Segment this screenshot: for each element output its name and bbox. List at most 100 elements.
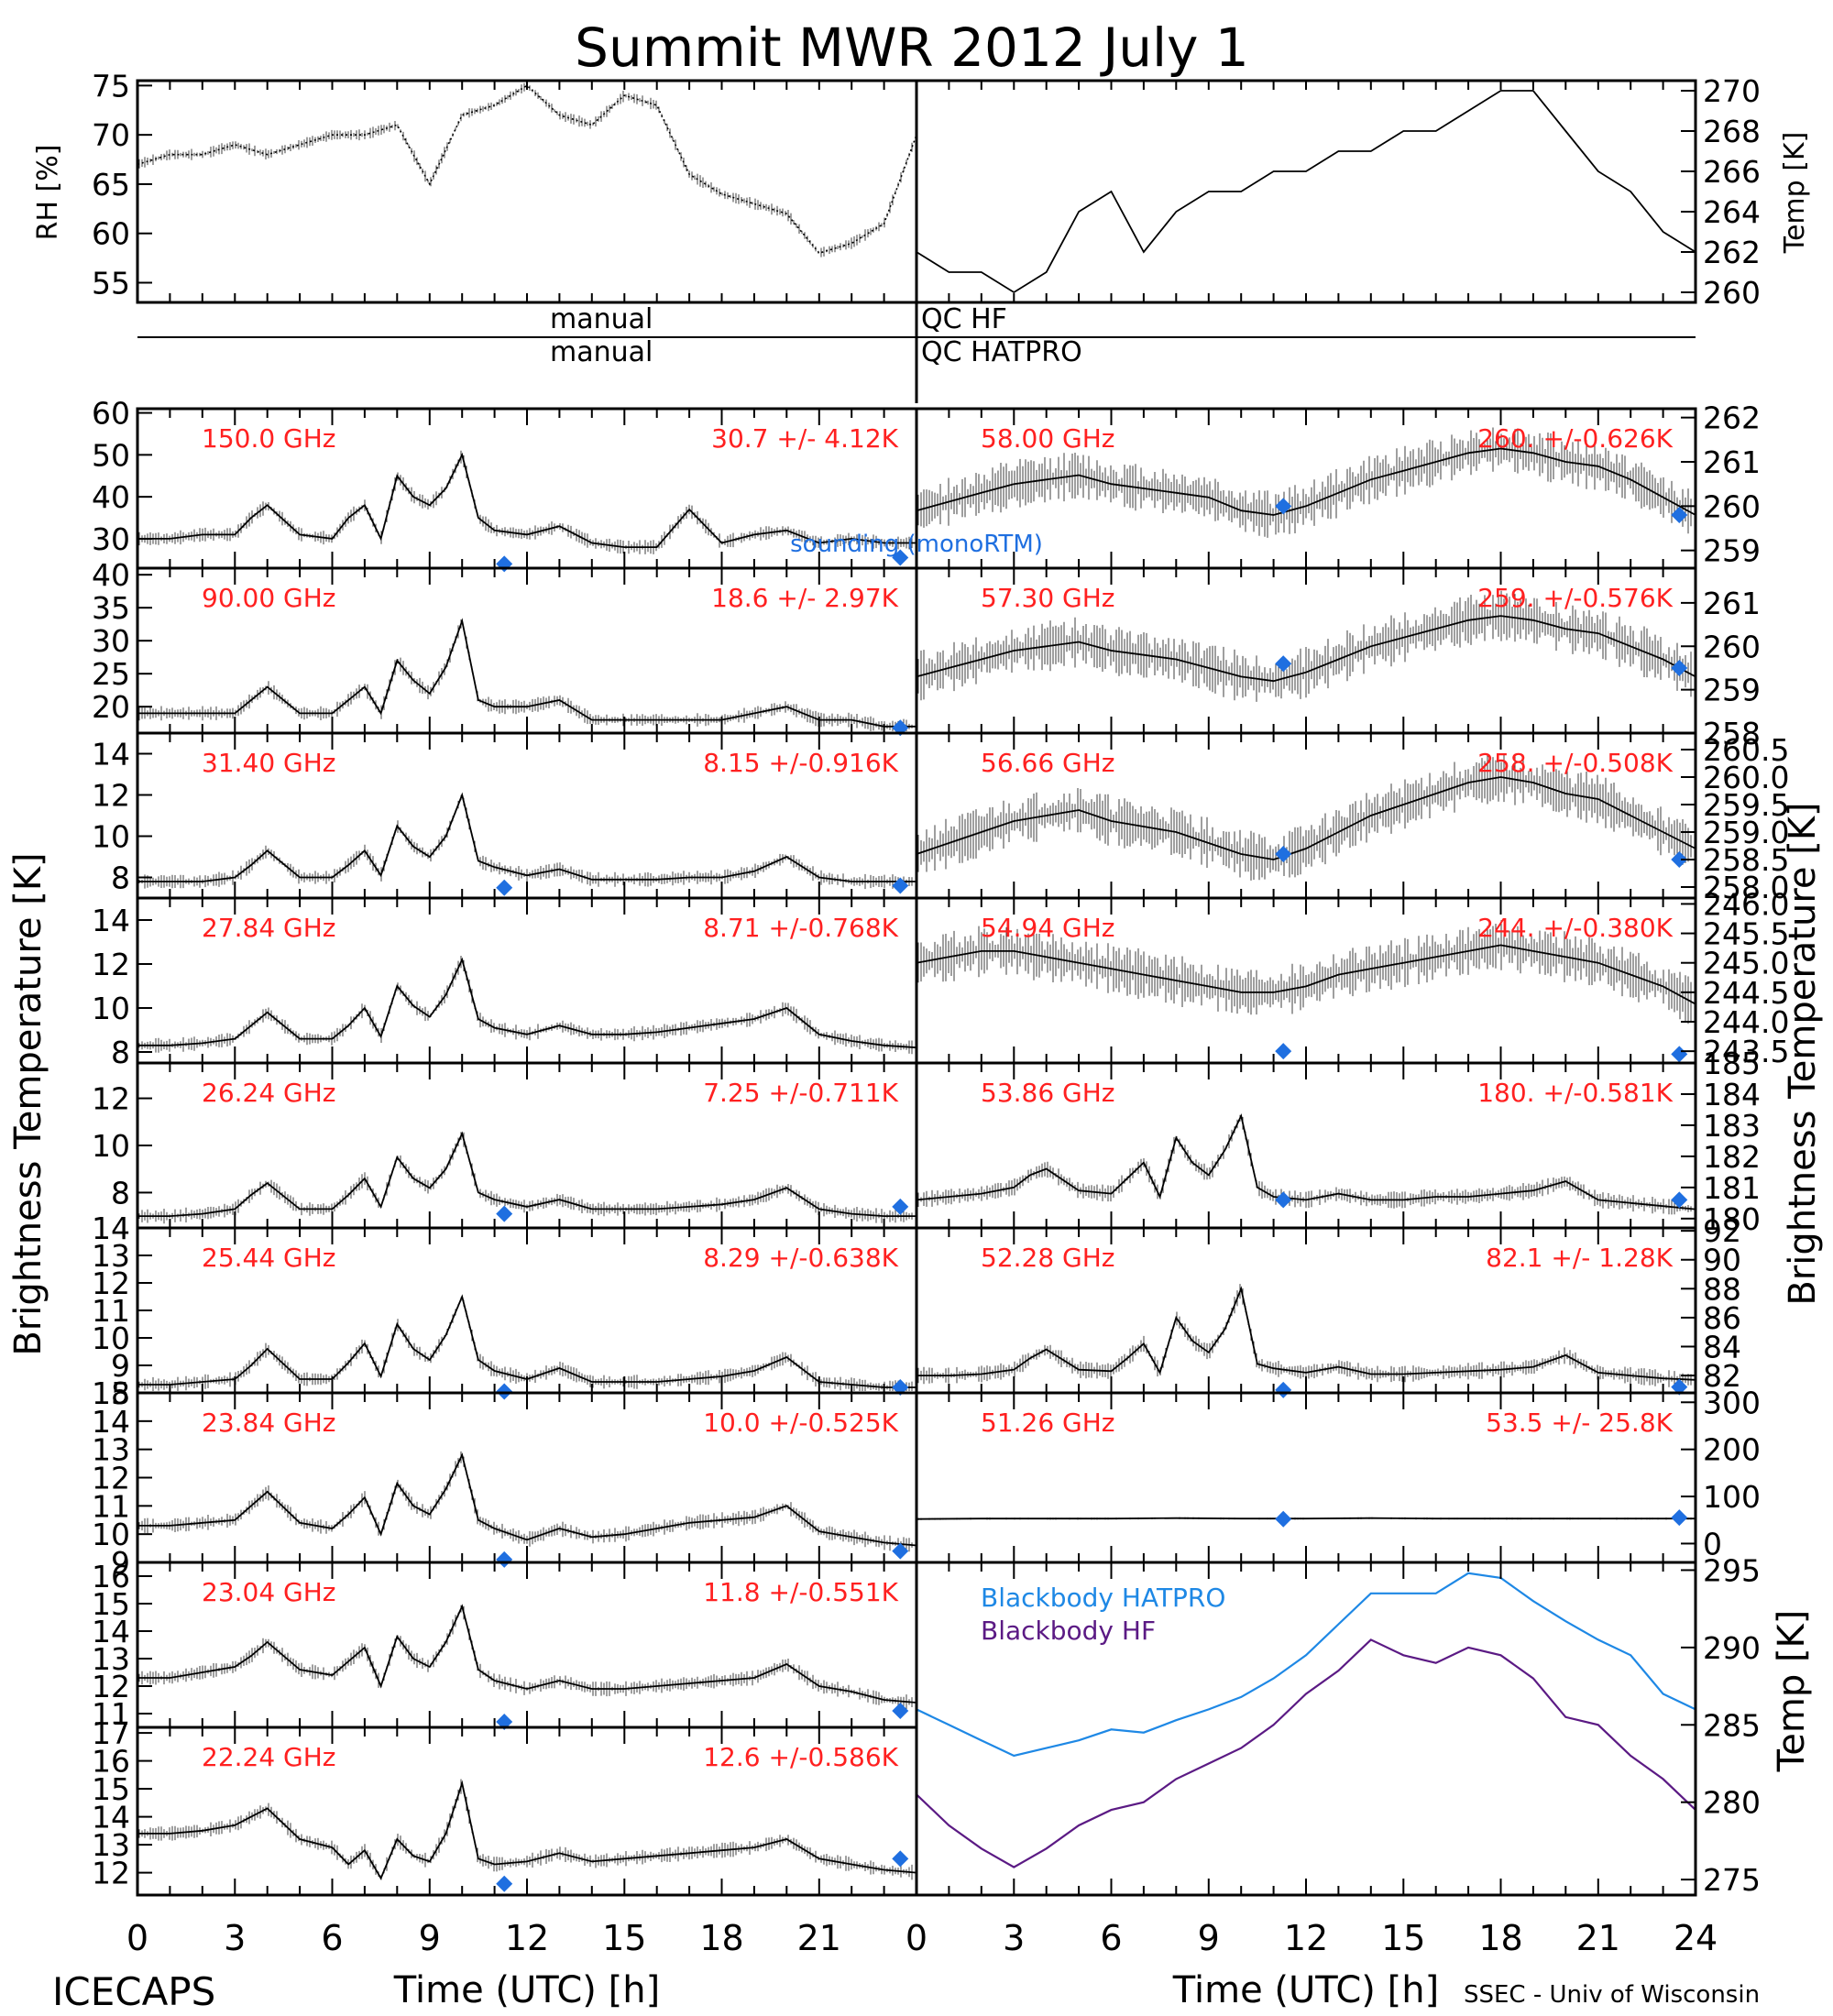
sounding-marker bbox=[1275, 1510, 1292, 1528]
y-tick-label: 12 bbox=[92, 1265, 130, 1301]
legend-hf: Blackbody HF bbox=[981, 1616, 1156, 1646]
right-ylabel: Brightness Temperature [K] bbox=[1782, 802, 1824, 1305]
x-ticks bbox=[916, 733, 1696, 898]
y-tick-label: 259 bbox=[1703, 673, 1761, 708]
y-tick-label: 10 bbox=[92, 1128, 130, 1164]
y-tick-label: 261 bbox=[1703, 444, 1761, 480]
x-ticks bbox=[916, 81, 1696, 302]
y-tick-label: 16 bbox=[92, 1744, 130, 1780]
noise-band bbox=[917, 920, 1692, 1024]
y-tick-label: 75 bbox=[92, 68, 130, 104]
sounding-marker bbox=[892, 1703, 909, 1719]
qc-label-manual-1: manual bbox=[550, 303, 653, 335]
y-tick-label: 86 bbox=[1703, 1300, 1741, 1336]
rh-ylabel: RH [%] bbox=[32, 145, 64, 241]
y-tick-label: 262 bbox=[1703, 400, 1761, 436]
sounding-marker bbox=[496, 1205, 513, 1222]
blackbody-ylabel: Temp [K] bbox=[1771, 1610, 1813, 1773]
data-trace bbox=[137, 792, 916, 882]
y-tick-label: 15 bbox=[92, 1586, 130, 1622]
data-trace bbox=[137, 1131, 916, 1217]
panel-51-26-GHz: 0 100 200 300 51.26 GHz 53.5 +/- 25.8K bbox=[915, 1385, 1761, 1564]
y-tick-label: 50 bbox=[92, 437, 130, 473]
y-tick-label: 258 bbox=[1703, 716, 1761, 751]
y-tick-label: 261 bbox=[1703, 586, 1761, 621]
x-ticks bbox=[916, 898, 1696, 1063]
y-tick-label: 16 bbox=[92, 1559, 130, 1594]
y-tick-label: 184 bbox=[1703, 1077, 1761, 1112]
y-tick-label: 14 bbox=[92, 903, 130, 938]
data-trace bbox=[137, 618, 916, 728]
x-tick-label-left: 3 bbox=[224, 1918, 246, 1958]
figure-title: Summit MWR 2012 July 1 bbox=[575, 16, 1249, 79]
y-tick-label: 60 bbox=[92, 396, 130, 432]
y-tick-label: 182 bbox=[1703, 1139, 1761, 1175]
x-tick-label-left: 15 bbox=[602, 1918, 646, 1958]
x-ticks bbox=[137, 1562, 917, 1727]
x-tick-label-right: 21 bbox=[1576, 1918, 1620, 1958]
qc-label-manual-2: manual bbox=[550, 336, 653, 368]
sounding-marker bbox=[1671, 851, 1688, 868]
noise-band bbox=[138, 1779, 913, 1880]
channel-stat: 11.8 +/-0.551K bbox=[703, 1577, 898, 1607]
y-tick-label: 260.0 bbox=[1703, 760, 1789, 795]
y-tick-label: 14 bbox=[92, 737, 130, 772]
y-tick-label: 260 bbox=[1703, 488, 1761, 524]
data-trace bbox=[916, 90, 1696, 294]
y-tick-label: 246.0 bbox=[1703, 886, 1789, 922]
y-tick-label: 295 bbox=[1703, 1552, 1761, 1588]
sounding-marker bbox=[496, 1875, 513, 1892]
x-tick-label-left: 6 bbox=[321, 1918, 343, 1958]
y-tick-label: 180 bbox=[1703, 1201, 1761, 1237]
y-tick-label: 8 bbox=[111, 1035, 130, 1070]
x-tick-label-left: 18 bbox=[699, 1918, 743, 1958]
y-tick-label: 262 bbox=[1703, 235, 1761, 270]
y-tick-label: 13 bbox=[92, 1432, 130, 1468]
y-tick-label: 92 bbox=[1703, 1213, 1741, 1249]
x-tick-label-right: 0 bbox=[906, 1918, 927, 1958]
panel-57-30-GHz: 258 259 260 261 57.30 GHz 259. +/-0.576K bbox=[915, 566, 1761, 751]
y-tick-label: 15 bbox=[92, 1771, 130, 1807]
y-tick-label: 0 bbox=[1703, 1526, 1722, 1561]
y-tick-label: 12 bbox=[92, 947, 130, 982]
noise-band bbox=[917, 427, 1692, 538]
sounding-marker bbox=[892, 877, 909, 894]
channel-label: 56.66 GHz bbox=[981, 748, 1115, 778]
noise-band bbox=[138, 82, 913, 257]
channel-label: 53.86 GHz bbox=[981, 1078, 1115, 1108]
y-tick-label: 183 bbox=[1703, 1108, 1761, 1144]
channel-stat: 18.6 +/- 2.97K bbox=[711, 583, 898, 613]
y-tick-label: 13 bbox=[92, 1827, 130, 1863]
panel-58-00-GHz: 259 260 261 262 58.00 GHz 260. +/-0.626K bbox=[915, 400, 1761, 570]
y-tick-label: 13 bbox=[92, 1641, 130, 1677]
data-trace bbox=[137, 84, 917, 255]
channel-label: 22.24 GHz bbox=[202, 1742, 336, 1772]
channel-stat: 8.71 +/-0.768K bbox=[703, 913, 898, 943]
series-line-hf bbox=[916, 1638, 1696, 1868]
channel-label: 90.00 GHz bbox=[202, 583, 336, 613]
y-tick-label: 244.5 bbox=[1703, 975, 1789, 1011]
x-tick-label-right: 15 bbox=[1381, 1918, 1425, 1958]
sounding-marker bbox=[892, 1198, 909, 1215]
x-tick-label-right: 24 bbox=[1674, 1918, 1718, 1958]
y-tick-label: 13 bbox=[92, 1238, 130, 1274]
y-tick-label: 264 bbox=[1703, 194, 1761, 230]
y-tick-label: 14 bbox=[92, 1614, 130, 1649]
x-ticks bbox=[916, 1228, 1696, 1393]
y-tick-label: 300 bbox=[1703, 1385, 1761, 1420]
y-tick-label: 10 bbox=[92, 991, 130, 1026]
y-tick-label: 260 bbox=[1703, 275, 1761, 311]
sounding-marker bbox=[892, 1850, 909, 1868]
channel-stat: 180. +/-0.581K bbox=[1477, 1078, 1673, 1108]
panel-rh: 55 60 65 70 75 RH [%] bbox=[32, 68, 918, 304]
noise-band bbox=[917, 1284, 1692, 1387]
channel-stat: 12.6 +/-0.586K bbox=[703, 1742, 898, 1772]
y-tick-label: 40 bbox=[92, 557, 130, 593]
x-ticks bbox=[137, 568, 917, 733]
y-tick-label: 245.0 bbox=[1703, 946, 1789, 981]
channel-stat: 258. +/-0.508K bbox=[1477, 748, 1673, 778]
y-tick-label: 8 bbox=[111, 860, 130, 896]
footer-left: ICECAPS bbox=[52, 1969, 215, 2014]
y-tick-label: 10 bbox=[92, 819, 130, 855]
